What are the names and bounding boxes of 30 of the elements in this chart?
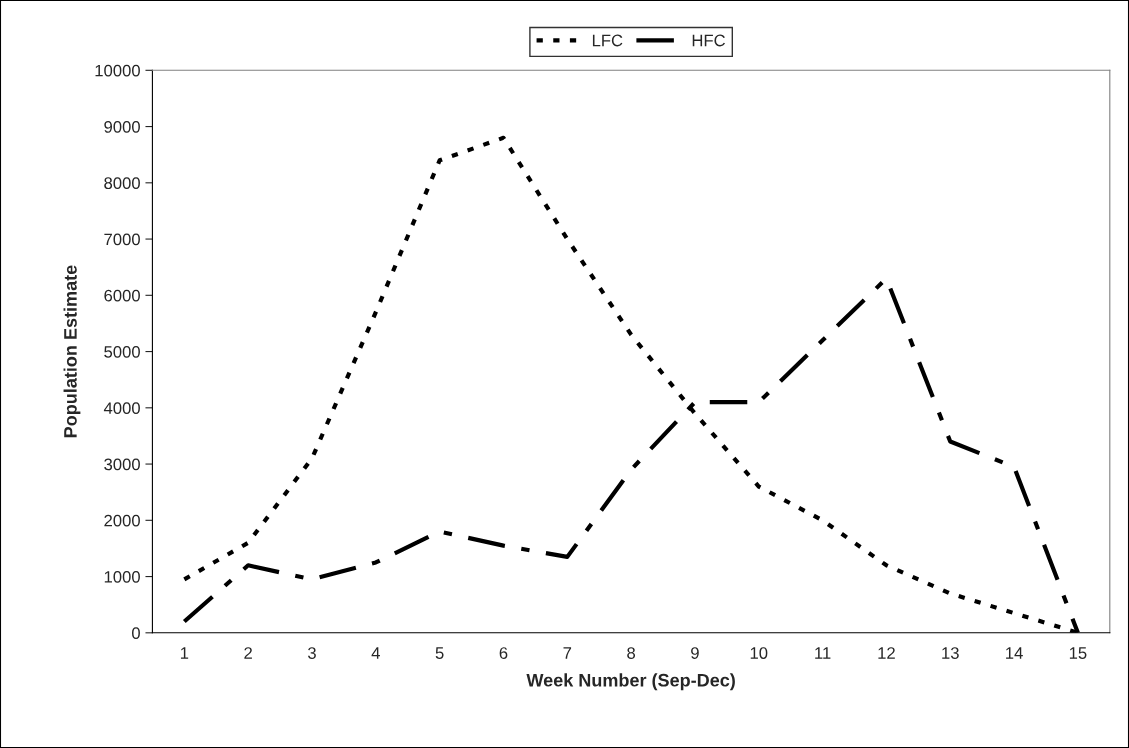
y-tick-label: 4000 xyxy=(103,402,140,415)
x-tick-label: 10 xyxy=(750,647,768,659)
y-tick-label: 7000 xyxy=(104,233,140,246)
x-tick-label: 2 xyxy=(244,647,252,659)
x-tick-label: 15 xyxy=(1069,647,1087,659)
legend-label: HFC xyxy=(692,34,726,47)
x-tick-label: 13 xyxy=(942,647,959,659)
x-tick-label: 8 xyxy=(627,647,636,659)
y-tick-label: 5000 xyxy=(104,345,140,358)
x-tick-label: 9 xyxy=(691,647,699,659)
y-tick-label: 1000 xyxy=(104,570,140,583)
x-tick-label: 11 xyxy=(815,647,831,659)
y-tick-label: 6000 xyxy=(104,289,140,302)
x-tick-label: 6 xyxy=(499,647,508,659)
y-tick-label: 10000 xyxy=(95,64,140,77)
x-tick-label: 3 xyxy=(307,647,316,659)
x-tick-label: 12 xyxy=(878,647,895,659)
y-axis-title: Population Estimate xyxy=(63,265,81,438)
legend-label: LFC xyxy=(592,34,623,47)
y-tick-label: 3000 xyxy=(104,458,140,471)
x-axis-title: Week Number (Sep-Dec) xyxy=(526,673,735,691)
y-tick-label: 9000 xyxy=(104,120,140,133)
x-tick-label: 5 xyxy=(435,647,444,659)
x-tick-label: 1 xyxy=(180,647,189,659)
x-tick-label: 4 xyxy=(371,647,380,659)
y-tick-label: 2000 xyxy=(104,514,140,527)
x-tick-label: 7 xyxy=(563,647,572,659)
y-tick-label: 0 xyxy=(131,627,140,640)
x-tick-label: 14 xyxy=(1006,647,1023,659)
y-tick-label: 8000 xyxy=(104,177,140,190)
